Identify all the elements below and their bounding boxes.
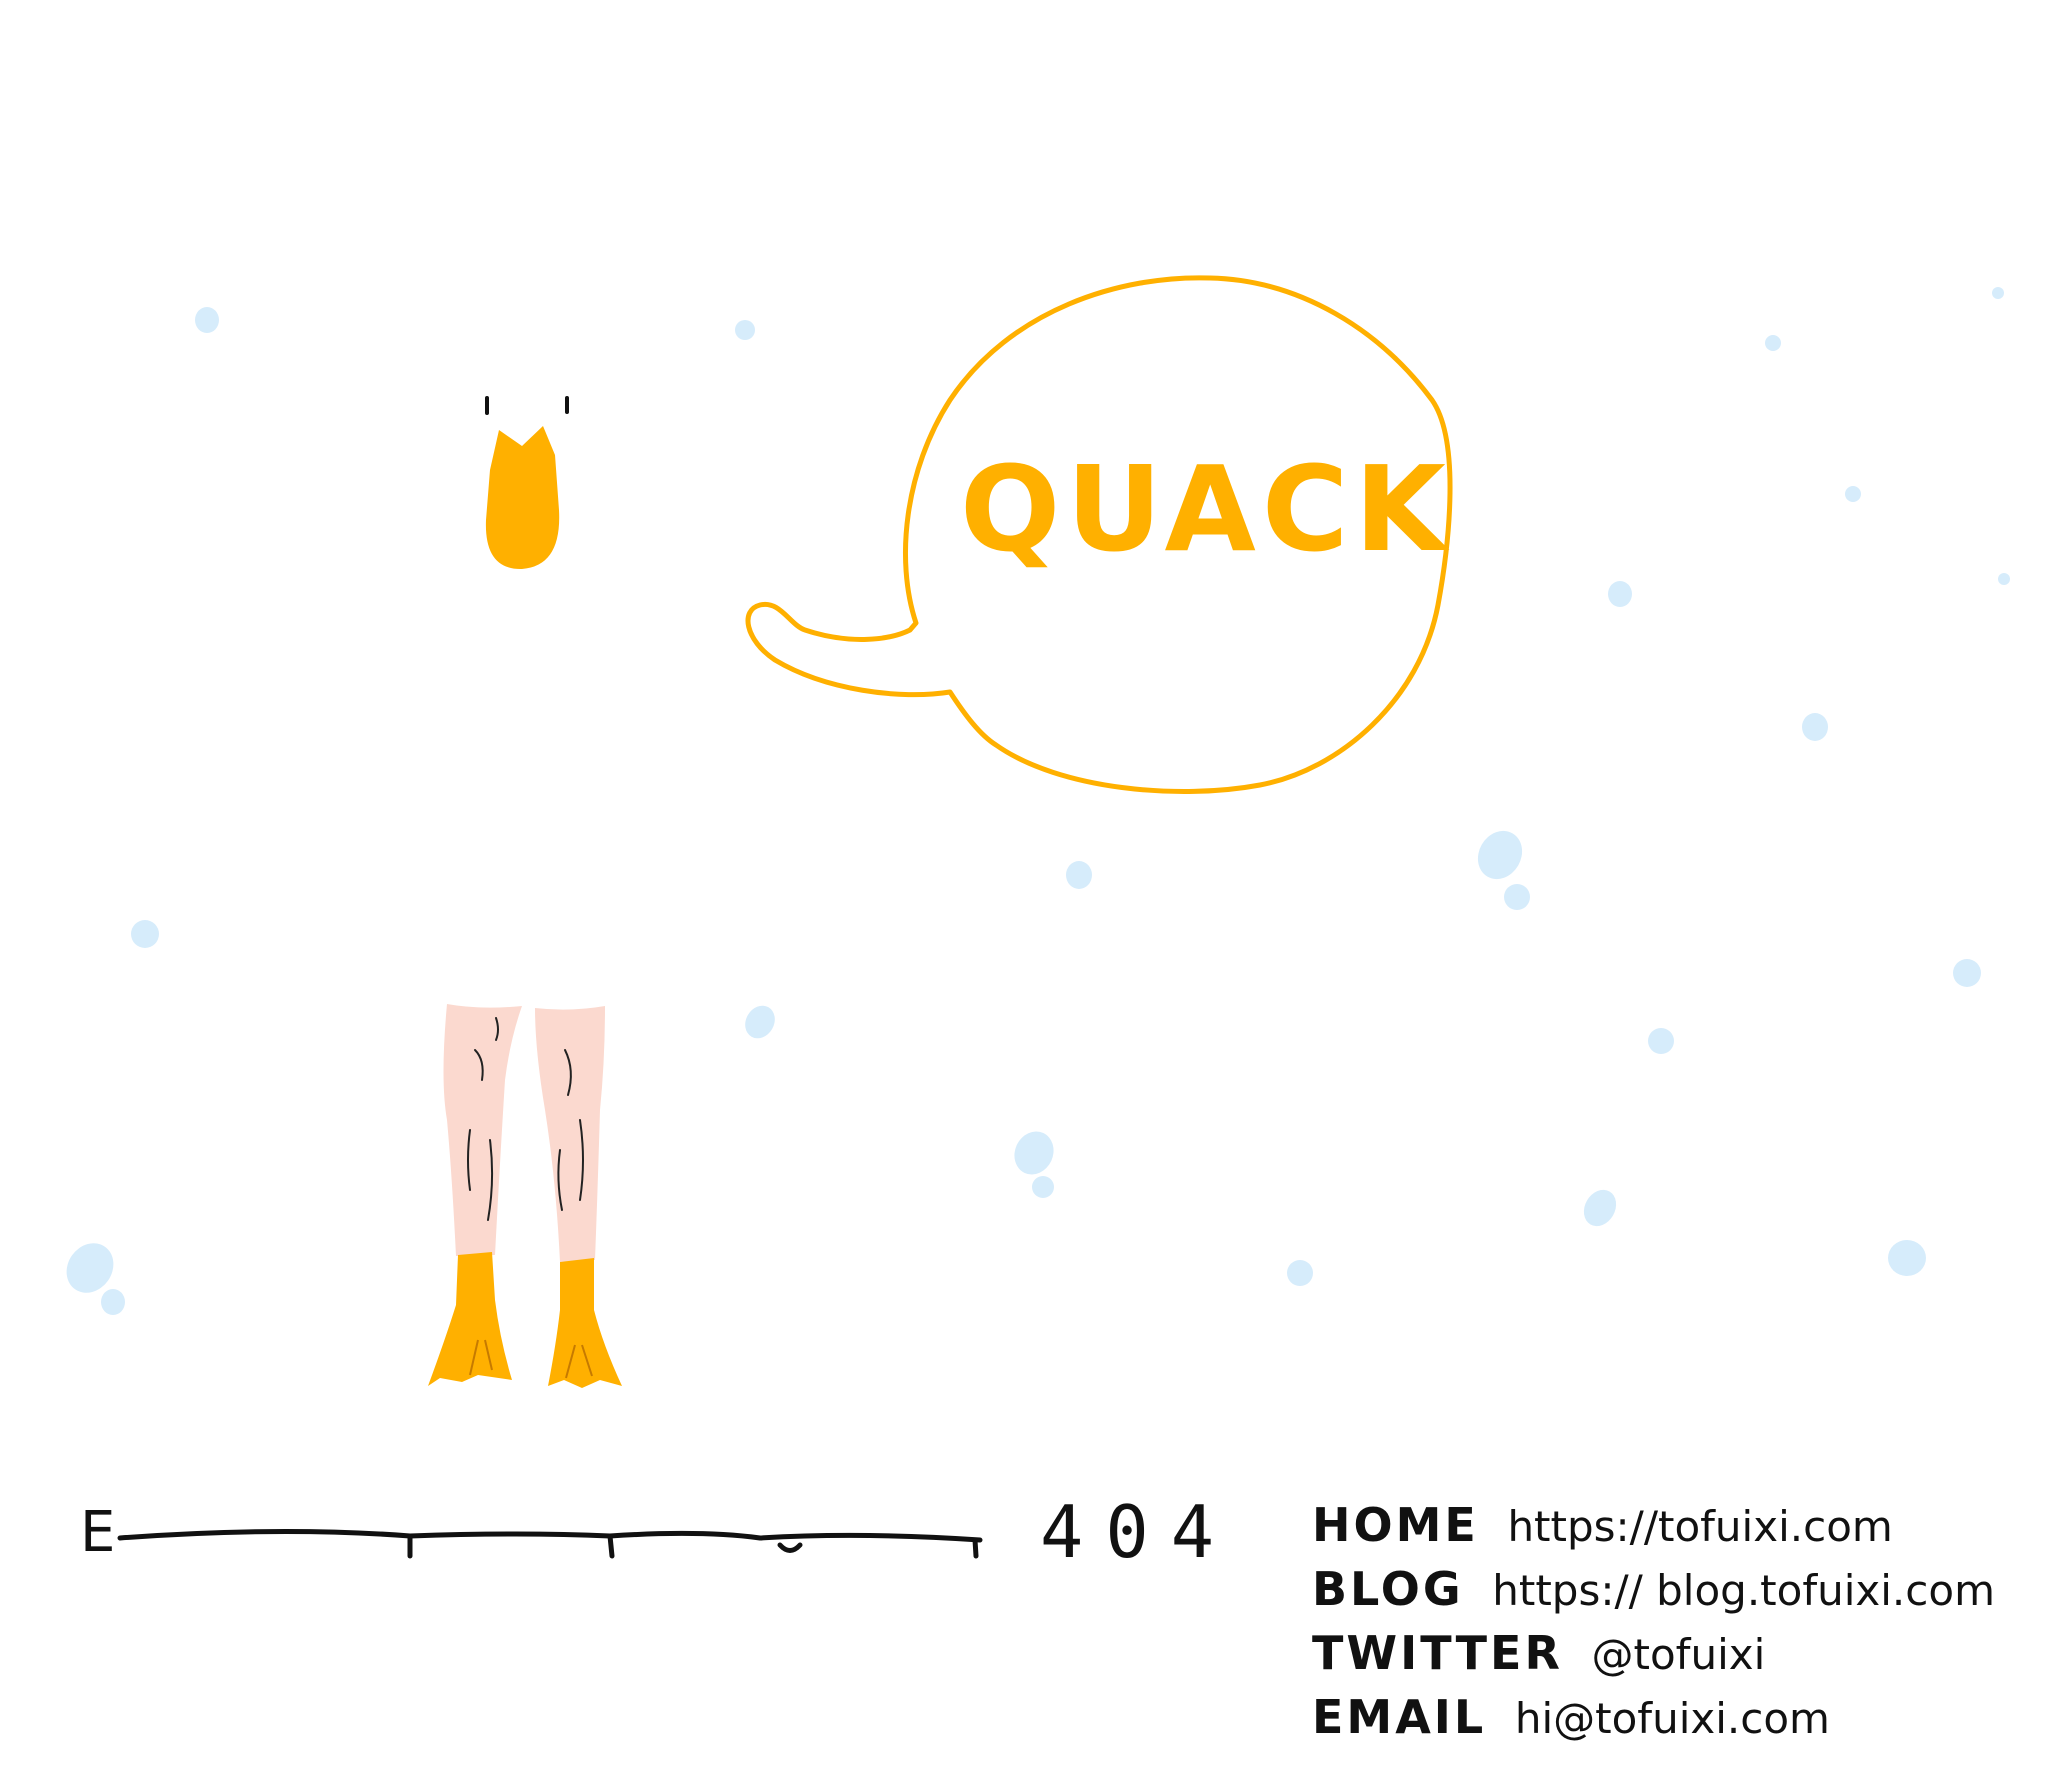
- error-line: E 404: [80, 1490, 1220, 1580]
- duck-beak-icon: [485, 396, 569, 570]
- blog-link[interactable]: https:// blog.tofuixi.com: [1492, 1566, 1995, 1615]
- contact-label: HOME: [1312, 1498, 1479, 1552]
- twitter-link[interactable]: @tofuixi: [1591, 1630, 1766, 1679]
- contact-twitter: TWITTER @tofuixi: [1312, 1623, 2032, 1687]
- contact-blog: BLOG https:// blog.tofuixi.com: [1312, 1559, 2032, 1623]
- contact-home: HOME https://tofuixi.com: [1312, 1495, 2032, 1559]
- contact-list: HOME https://tofuixi.com BLOG https:// b…: [1312, 1495, 2032, 1755]
- contact-email: EMAIL hi@tofuixi.com: [1312, 1687, 2032, 1751]
- quack-text: QUACK: [960, 440, 1452, 578]
- home-link[interactable]: https://tofuixi.com: [1507, 1502, 1893, 1551]
- contact-label: EMAIL: [1312, 1690, 1487, 1744]
- error-scribble: [117, 1528, 983, 1559]
- speech-bubble-icon: [745, 275, 1453, 794]
- error-code: 404: [1040, 1490, 1237, 1574]
- snow-dots: [66, 287, 2010, 1315]
- email-link[interactable]: hi@tofuixi.com: [1514, 1694, 1830, 1743]
- error-letter: E: [80, 1500, 116, 1565]
- duck-legs-icon: [428, 1004, 622, 1388]
- contact-label: TWITTER: [1312, 1626, 1563, 1680]
- contact-label: BLOG: [1312, 1562, 1464, 1616]
